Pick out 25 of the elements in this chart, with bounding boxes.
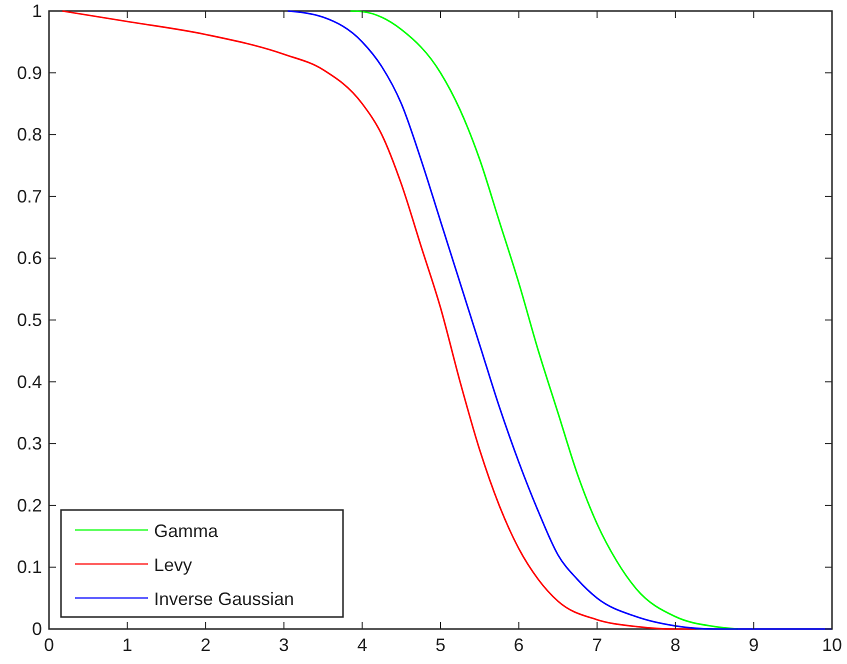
y-tick-label: 0	[32, 619, 42, 639]
y-tick-label: 0.9	[16, 62, 42, 83]
y-tick-label: 0.4	[16, 372, 42, 392]
y-tick-label: 0.5	[16, 310, 42, 330]
y-tick-label: 0.1	[16, 557, 42, 578]
line-series	[62, 10, 696, 630]
x-tick-label: 6	[514, 635, 524, 655]
x-tick-label: 1	[122, 635, 132, 655]
legend-label: Levy	[154, 555, 192, 575]
y-tick-label: 0.8	[16, 124, 42, 145]
x-tick-label: 9	[748, 635, 759, 655]
x-tick-label: 2	[200, 635, 211, 655]
y-tick-label: 0.3	[16, 434, 42, 454]
y-tick-label: 0.6	[16, 248, 42, 268]
legend-label: Gamma	[154, 521, 219, 541]
y-tick-label: 1	[32, 1, 42, 21]
legend-label: Inverse Gaussian	[154, 589, 294, 609]
x-tick-label: 3	[278, 635, 289, 655]
x-tick-label: 5	[435, 635, 446, 655]
x-tick-label: 10	[822, 635, 842, 655]
x-tick-label: 7	[592, 635, 602, 655]
y-tick-label: 0.2	[16, 495, 42, 516]
y-tick-label: 0.7	[16, 186, 42, 206]
x-tick-label: 8	[670, 635, 680, 655]
x-tick-label: 4	[357, 635, 368, 655]
